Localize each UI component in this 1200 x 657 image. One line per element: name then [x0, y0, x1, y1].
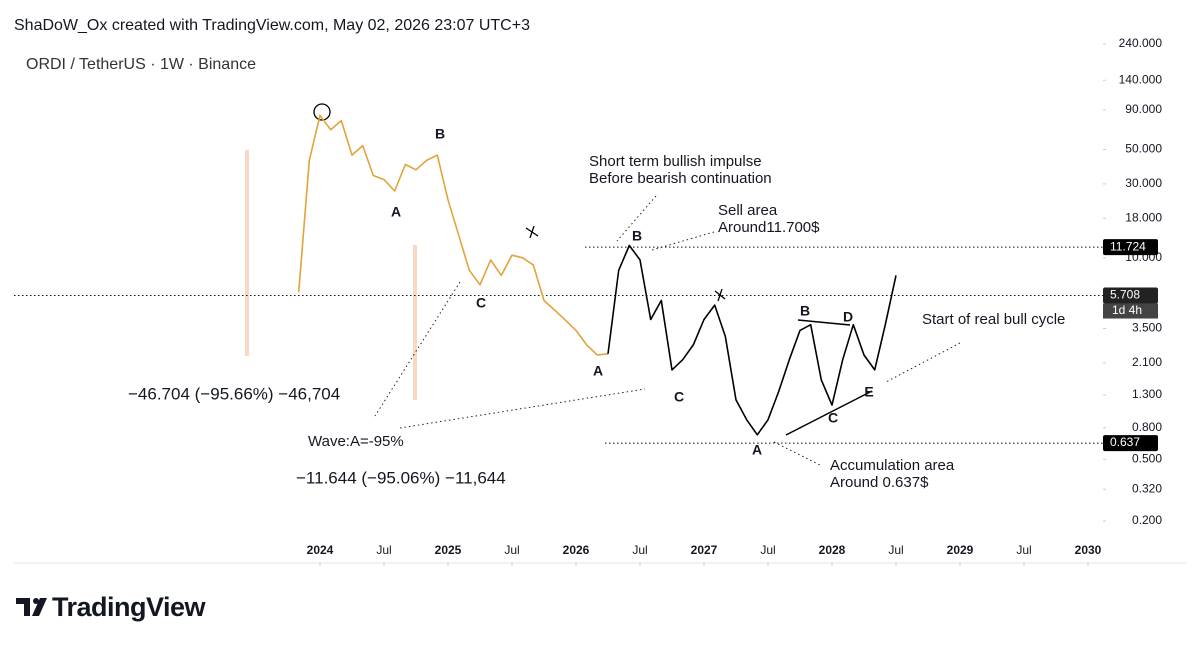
annotation: Before bearish continuation: [589, 170, 772, 187]
wave-label: E: [864, 384, 873, 400]
price-label-box: [1103, 435, 1158, 452]
y-tick-label: 0.800: [1132, 420, 1162, 434]
annotation: Accumulation area: [830, 457, 955, 474]
y-tick-label: 140.000: [1119, 72, 1163, 86]
annotation: Start of real bull cycle: [922, 311, 1065, 328]
x-tick-label: 2024: [307, 543, 334, 557]
wave-label: B: [435, 126, 445, 142]
price-label-box: [1103, 287, 1158, 304]
annotation: −11.644 (−95.06%) −11,644: [296, 468, 506, 487]
wave-label: B: [800, 303, 810, 319]
price-label: 11.724: [1110, 239, 1146, 253]
y-tick-label: 50.000: [1125, 142, 1162, 156]
x-tick-label: 2028: [819, 543, 846, 557]
y-tick-label: 0.320: [1132, 482, 1162, 496]
pattern-line: [785, 390, 873, 436]
logo: [16, 598, 47, 616]
connectors: [374, 195, 961, 467]
annotation: Around 0.637$: [830, 474, 929, 491]
x-tick-label: Jul: [376, 543, 391, 557]
x-tick-label: 2026: [563, 543, 590, 557]
pattern-line: [797, 319, 851, 326]
top-marker: [313, 103, 331, 121]
x-tick-label: Jul: [632, 543, 647, 557]
annotation: −46.704 (−95.66%) −46,704: [128, 384, 340, 403]
y-tick-label: 3.500: [1132, 321, 1162, 335]
wave-label: C: [828, 410, 838, 426]
brand: TradingView: [52, 592, 207, 622]
price-line-series: [297, 114, 609, 356]
wave-label: C: [674, 389, 684, 405]
x-tick-label: 2027: [691, 543, 718, 557]
price-label: 5.708: [1110, 288, 1140, 302]
price-label: 0.637: [1110, 435, 1140, 449]
wave-label: A: [593, 363, 603, 379]
wave-label: A: [391, 204, 401, 220]
wave-label: D: [843, 309, 853, 325]
y-tick-label: 0.200: [1132, 513, 1162, 527]
x-tick-label: Jul: [504, 543, 519, 557]
chart-title: ORDI / TetherUS · 1W · Binance: [26, 56, 256, 73]
x-tick-label: 2029: [947, 543, 974, 557]
y-tick-label: 1.300: [1132, 387, 1162, 401]
y-tick-label: 2.100: [1132, 355, 1162, 369]
wave-label: B: [632, 228, 642, 244]
annotation: Wave:A=-95%: [308, 433, 404, 450]
annotation: Around11.700$: [718, 219, 820, 236]
x-tick-label: Jul: [1016, 543, 1031, 557]
x-tick-label: Jul: [760, 543, 775, 557]
x-tick-label: Jul: [888, 543, 903, 557]
y-tick-label: 18.000: [1125, 210, 1162, 224]
highlight: [413, 245, 417, 400]
highlight: [245, 150, 249, 356]
x-tick-label: 2030: [1075, 543, 1102, 557]
price-line-series: [607, 244, 897, 436]
annotation: Sell area: [718, 202, 778, 219]
annotation: Short term bullish impulse: [589, 153, 762, 170]
y-tick-label: 30.000: [1125, 176, 1162, 190]
y-tick-label: 0.500: [1132, 452, 1162, 466]
wave-label: C: [476, 295, 486, 311]
countdown: 1d 4h: [1112, 303, 1142, 317]
price-label-box: [1103, 239, 1158, 256]
y-tick-label: 240.000: [1119, 36, 1163, 50]
x-tick-label: 2025: [435, 543, 462, 557]
countdown-box: [1103, 303, 1158, 319]
header: ShaDoW_Ox created with TradingView.com, …: [14, 17, 530, 34]
y-tick-label: 90.000: [1125, 102, 1162, 116]
wave-label: A: [752, 442, 762, 458]
x-marker: [525, 225, 726, 302]
